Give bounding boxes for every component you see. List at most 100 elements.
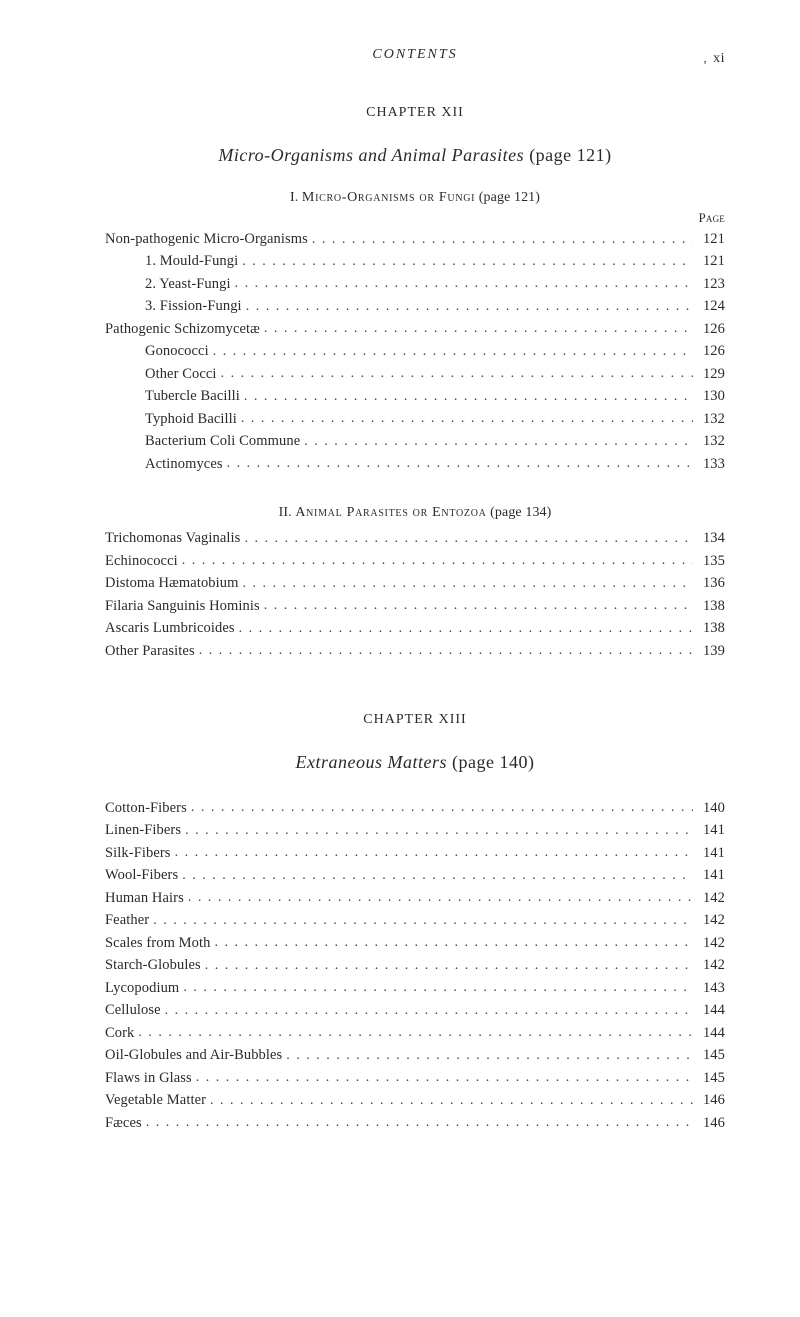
toc-page-number: 142 xyxy=(697,887,725,909)
toc-line: Cellulose 144 xyxy=(105,999,725,1021)
toc-line: Feather 142 xyxy=(105,909,725,931)
toc-line: Tubercle Bacilli 130 xyxy=(105,385,725,407)
section1-head: I. Micro-Organisms or Fungi (page 121) xyxy=(105,190,725,206)
toc-page-number: 142 xyxy=(697,909,725,931)
toc-label: Flaws in Glass xyxy=(105,1067,192,1089)
toc-line: Other Parasites139 xyxy=(105,640,725,662)
toc-page-number: 145 xyxy=(697,1067,725,1089)
toc-page-number: 142 xyxy=(697,932,725,954)
toc-label: Oil-Globules and Air-Bubbles xyxy=(105,1044,282,1066)
toc-label: Scales from Moth xyxy=(105,932,211,954)
page: CONTENTS ,xi CHAPTER XII Micro-Organisms… xyxy=(0,0,800,1317)
toc-label: Tubercle Bacilli xyxy=(145,385,240,407)
toc-label: Starch-Globules xyxy=(105,954,201,976)
toc-page-number: 136 xyxy=(697,572,725,594)
section2-title: Animal Parasites or Entozoa xyxy=(295,505,486,520)
toc-line: Flaws in Glass 145 xyxy=(105,1067,725,1089)
toc-label: Lycopodium xyxy=(105,977,179,999)
toc-label: Feather xyxy=(105,909,149,931)
section1-numeral: I. xyxy=(290,190,298,205)
toc-page-number: 146 xyxy=(697,1112,725,1134)
chapter12-title-text: Micro-Organisms and Animal Parasites xyxy=(218,145,524,165)
toc-line: Vegetable Matter 146 xyxy=(105,1089,725,1111)
toc-label: Cellulose xyxy=(105,999,161,1021)
toc-page-number: 132 xyxy=(697,430,725,452)
toc-line: Filaria Sanguinis Hominis138 xyxy=(105,595,725,617)
toc-leaders xyxy=(286,1045,693,1060)
folio: ,xi xyxy=(704,51,725,67)
toc-label: Vegetable Matter xyxy=(105,1089,206,1111)
toc-page-number: 132 xyxy=(697,408,725,430)
toc-page-number: 144 xyxy=(697,999,725,1021)
toc-label: Wool-Fibers xyxy=(105,864,178,886)
toc-page-number: 146 xyxy=(697,1089,725,1111)
toc-label: Cork xyxy=(105,1022,134,1044)
toc-label: Typhoid Bacilli xyxy=(145,408,237,430)
toc-leaders xyxy=(210,1090,693,1105)
toc-label: Other Cocci xyxy=(145,363,217,385)
toc-label: 2. Yeast-Fungi xyxy=(145,273,231,295)
toc-page-number: 126 xyxy=(697,340,725,362)
toc-line: Bacterium Coli Commune 132 xyxy=(105,430,725,452)
page-column-label: Page xyxy=(105,210,725,226)
section2-head: II. Animal Parasites or Entozoa (page 13… xyxy=(105,505,725,521)
toc-label: Gonococci xyxy=(145,340,209,362)
toc-line: Gonococci 126 xyxy=(105,340,725,362)
toc-page-number: 124 xyxy=(697,295,725,317)
toc-label: Echinococci xyxy=(105,550,178,572)
toc-page-number: 141 xyxy=(697,864,725,886)
toc-line: Other Cocci129 xyxy=(105,363,725,385)
toc-line: Lycopodium 143 xyxy=(105,977,725,999)
toc-line: Ascaris Lumbricoides138 xyxy=(105,617,725,639)
toc-line: Actinomyces133 xyxy=(105,453,725,475)
toc-leaders xyxy=(246,296,693,311)
toc-leaders xyxy=(227,453,693,468)
toc-line: Human Hairs 142 xyxy=(105,887,725,909)
section2-numeral: II. xyxy=(279,505,292,520)
toc-label: Pathogenic Schizomycetæ xyxy=(105,318,260,340)
toc-label: Human Hairs xyxy=(105,887,184,909)
chapter13-title-pageref: (page 140) xyxy=(452,752,534,772)
toc-label: Silk-Fibers xyxy=(105,842,171,864)
toc-label: Non-pathogenic Micro-Organisms xyxy=(105,228,308,250)
toc-page-number: 143 xyxy=(697,977,725,999)
section1-entries: Non-pathogenic Micro-Organisms1211. Moul… xyxy=(105,228,725,475)
toc-label: Trichomonas Vaginalis xyxy=(105,527,240,549)
chapter13-label: CHAPTER XIII xyxy=(105,712,725,728)
toc-line: Distoma Hæmatobium136 xyxy=(105,572,725,594)
toc-leaders xyxy=(239,618,693,633)
toc-line: 1. Mould-Fungi121 xyxy=(105,250,725,272)
toc-line: Cork144 xyxy=(105,1022,725,1044)
toc-leaders xyxy=(242,251,693,266)
toc-page-number: 138 xyxy=(697,595,725,617)
toc-label: Bacterium Coli Commune xyxy=(145,430,300,452)
toc-line: Starch-Globules142 xyxy=(105,954,725,976)
toc-leaders xyxy=(185,820,693,835)
chapter13-title-text: Extraneous Matters xyxy=(296,752,447,772)
toc-page-number: 141 xyxy=(697,819,725,841)
toc-leaders xyxy=(304,431,693,446)
toc-leaders xyxy=(215,932,694,947)
toc-line: Fæces 146 xyxy=(105,1112,725,1134)
toc-leaders xyxy=(213,341,693,356)
toc-page-number: 141 xyxy=(697,842,725,864)
toc-line: Cotton-Fibers140 xyxy=(105,797,725,819)
toc-label: Ascaris Lumbricoides xyxy=(105,617,235,639)
toc-leaders xyxy=(235,273,693,288)
toc-label: Fæces xyxy=(105,1112,142,1134)
toc-page-number: 139 xyxy=(697,640,725,662)
toc-leaders xyxy=(264,595,693,610)
toc-leaders xyxy=(312,229,693,244)
chapter12-title-pageref: (page 121) xyxy=(529,145,611,165)
toc-page-number: 126 xyxy=(697,318,725,340)
toc-leaders xyxy=(188,887,693,902)
toc-line: Wool-Fibers 141 xyxy=(105,864,725,886)
toc-page-number: 135 xyxy=(697,550,725,572)
section2-entries: Trichomonas Vaginalis134Echinococci135Di… xyxy=(105,527,725,662)
toc-leaders xyxy=(199,640,693,655)
toc-line: 3. Fission-Fungi124 xyxy=(105,295,725,317)
toc-page-number: 130 xyxy=(697,385,725,407)
toc-leaders xyxy=(264,318,693,333)
toc-line: Typhoid Bacilli 132 xyxy=(105,408,725,430)
toc-leaders xyxy=(146,1112,693,1127)
